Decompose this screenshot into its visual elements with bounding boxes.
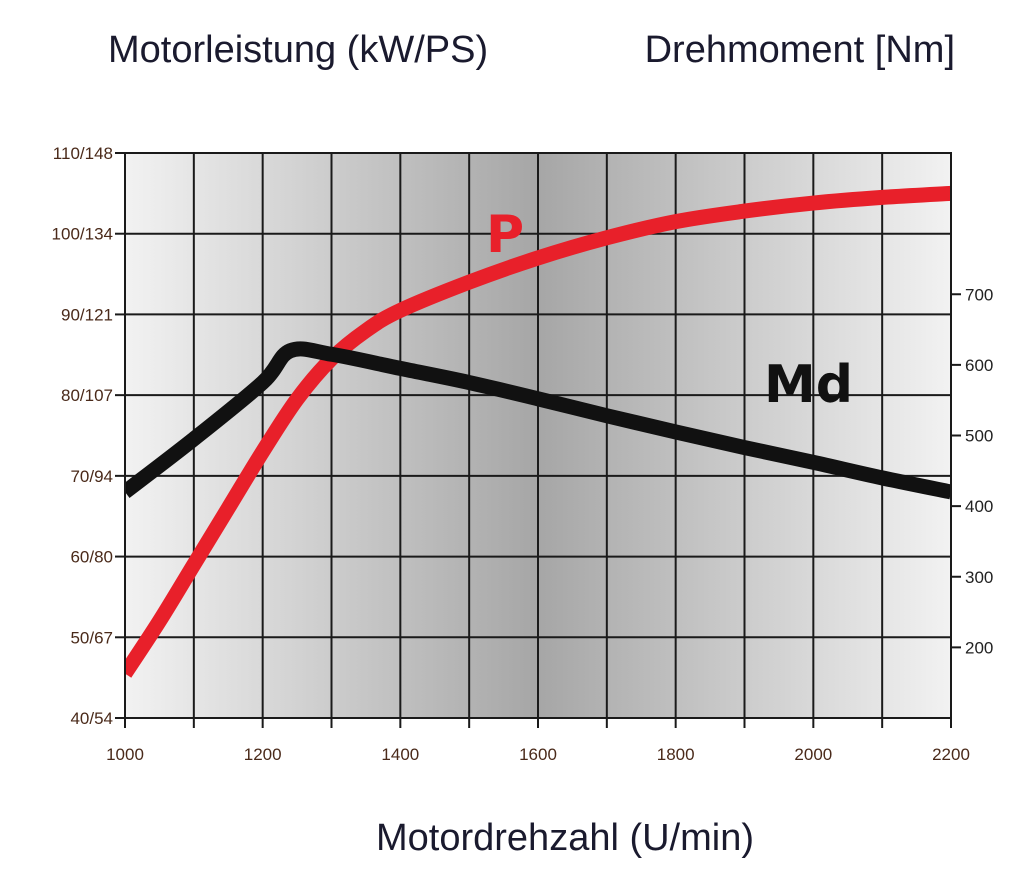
y-left-tick-label: 70/94 xyxy=(70,467,113,486)
x-tick-label: 1400 xyxy=(381,745,419,764)
y-right-tick-label: 500 xyxy=(965,427,993,446)
y-left-tick-label: 90/121 xyxy=(61,305,113,324)
x-tick-label: 1800 xyxy=(657,745,695,764)
power-series-label: P xyxy=(486,205,524,265)
plot-frame xyxy=(124,152,952,719)
y-left-tick-label: 50/67 xyxy=(70,628,113,647)
torque-curve xyxy=(125,341,951,500)
x-tick-label: 1000 xyxy=(106,745,144,764)
y-right-tick-label: 300 xyxy=(965,568,993,587)
x-axis-title: Motordrehzahl (U/min) xyxy=(376,817,754,859)
y-right-tick-label: 700 xyxy=(965,285,993,304)
series-lines xyxy=(125,185,951,678)
x-tick-label: 2000 xyxy=(794,745,832,764)
y-left-tick-label: 80/107 xyxy=(61,386,113,405)
power-curve xyxy=(125,185,951,678)
x-tick-label: 2200 xyxy=(932,745,970,764)
y-right-tick-label: 400 xyxy=(965,497,993,516)
grid xyxy=(124,152,952,719)
axis-ticks xyxy=(115,152,961,728)
torque-series-label: Md xyxy=(764,355,853,415)
y-right-tick-label: 200 xyxy=(965,638,993,657)
left-axis-title: Motorleistung (kW/PS) xyxy=(108,29,488,71)
y-left-tick-label: 60/80 xyxy=(70,548,113,567)
y-right-tick-label: 600 xyxy=(965,356,993,375)
y-left-tick-label: 40/54 xyxy=(70,709,113,728)
y-left-tick-label: 110/148 xyxy=(53,144,113,163)
right-axis-title: Drehmoment [Nm] xyxy=(645,29,955,71)
x-tick-label: 1200 xyxy=(244,745,282,764)
x-tick-label: 1600 xyxy=(519,745,557,764)
tick-labels: 40/54 50/67 60/80 70/94 80/107 90/121 100/134 1… xyxy=(52,144,994,764)
y-left-tick-label: 100/134 xyxy=(52,225,113,244)
